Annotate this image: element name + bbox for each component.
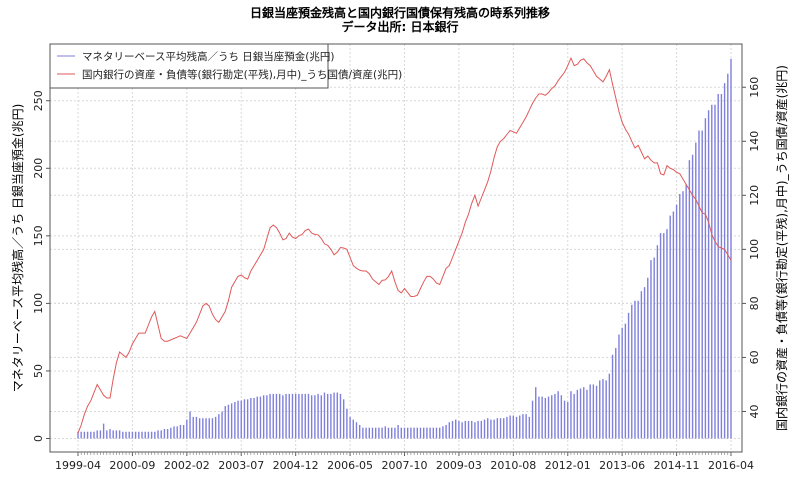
y-right-tick-label: 80 <box>748 296 761 310</box>
y-axis-right-title: 国内銀行の資産・負債等(銀行勘定(平残),月中)_うち国債/資産(兆円) <box>774 65 789 431</box>
y-axis-left: 0 50 100 150 200 250 <box>32 90 50 442</box>
y-right-tick-label: 60 <box>748 350 761 364</box>
y-left-tick-label: 200 <box>32 158 45 179</box>
bar-series <box>77 58 732 439</box>
x-tick-label: 2009-03 <box>436 459 482 472</box>
y-right-tick-label: 40 <box>748 404 761 418</box>
legend-label-bar: マネタリーベース平均残高／うち 日銀当座預金(兆円) <box>82 50 335 63</box>
legend-box <box>49 43 329 89</box>
legend: マネタリーベース平均残高／うち 日銀当座預金(兆円) 国内銀行の資産・負債等(銀… <box>49 43 402 89</box>
x-axis: 1999-04 2000-09 2002-02 2003-07 2004-12 2006-… <box>55 452 754 472</box>
y-right-tick-label: 160 <box>748 77 761 98</box>
x-tick-label: 2002-02 <box>164 459 210 472</box>
y-right-tick-label: 100 <box>748 239 761 260</box>
y-left-tick-label: 100 <box>32 293 45 314</box>
chart-subtitle: データ出所: 日本銀行 <box>342 19 459 34</box>
x-tick-label: 2006-05 <box>327 459 373 472</box>
x-tick-label: 2016-04 <box>708 459 754 472</box>
line-series <box>77 56 732 434</box>
y-axis-right: 40 60 80 100 120 140 160 <box>742 77 761 418</box>
plot-frame <box>49 43 743 453</box>
x-tick-label: 2000-09 <box>109 459 155 472</box>
x-tick-label: 2010-08 <box>490 459 536 472</box>
y-right-tick-label: 120 <box>748 185 761 206</box>
x-tick-label: 2004-12 <box>273 459 319 472</box>
x-tick-label: 2013-06 <box>599 459 645 472</box>
y-right-tick-label: 140 <box>748 131 761 152</box>
x-tick-label: 2007-10 <box>382 459 428 472</box>
legend-label-line: 国内銀行の資産・負債等(銀行勘定(平残),月中)_うち国債/資産(兆円) <box>82 68 402 81</box>
x-tick-label: 1999-04 <box>55 459 101 472</box>
y-left-tick-label: 50 <box>32 364 45 378</box>
chart-title: 日銀当座預金残高と国内銀行国債保有残高の時系列推移 <box>250 5 550 20</box>
y-left-tick-label: 150 <box>32 225 45 246</box>
y-left-tick-label: 250 <box>32 90 45 111</box>
x-tick-label: 2003-07 <box>218 459 264 472</box>
x-tick-label: 2014-11 <box>654 459 700 472</box>
y-left-tick-label: 0 <box>32 435 45 442</box>
y-axis-left-title: マネタリーベース平均残高／うち 日銀当座預金(兆円) <box>10 104 25 393</box>
x-tick-label: 2012-01 <box>545 459 591 472</box>
